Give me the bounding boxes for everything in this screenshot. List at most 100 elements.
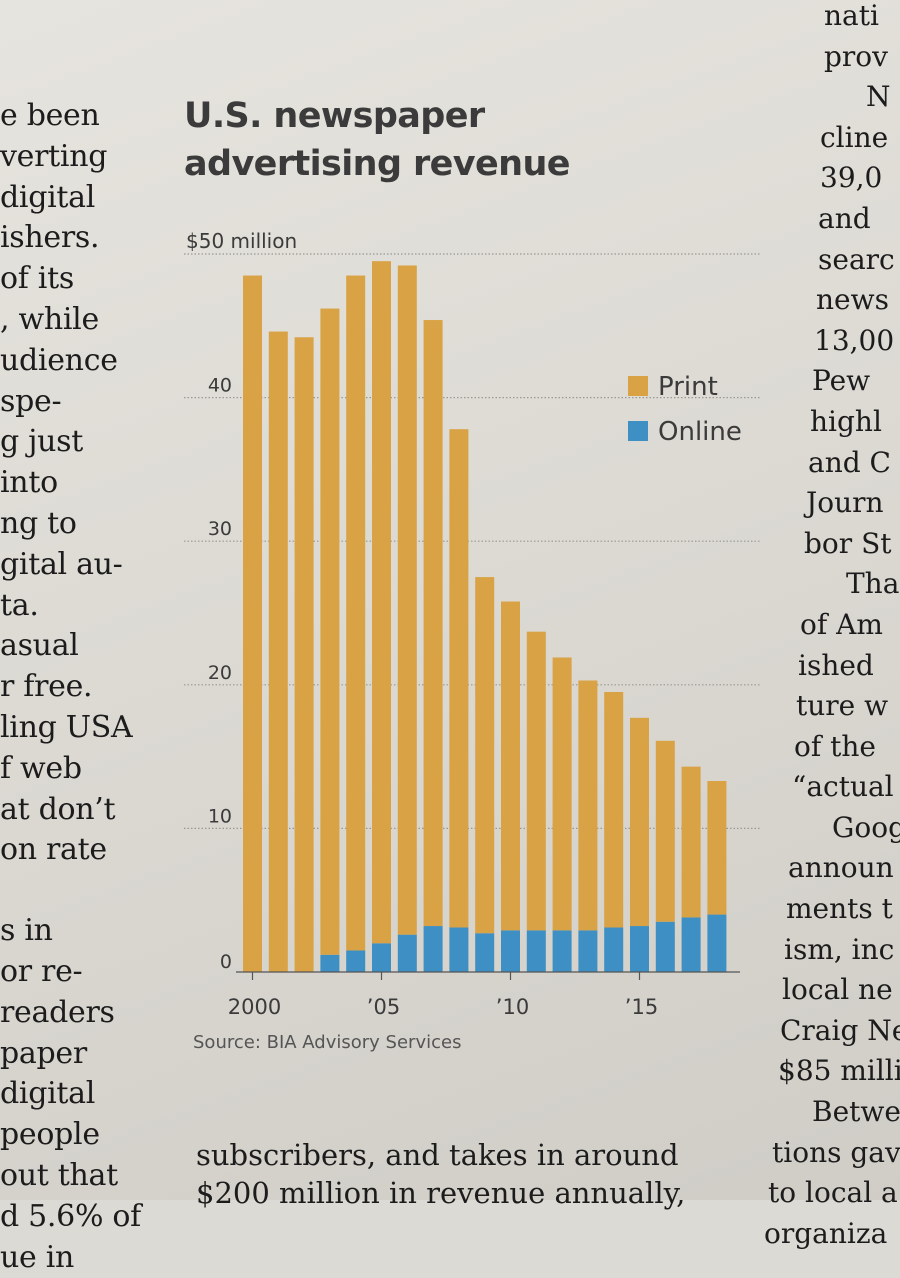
bar-print (449, 429, 469, 928)
article-line: ishers. (0, 220, 100, 256)
x-tick-label: ’10 (496, 995, 529, 1019)
bar-online (681, 917, 701, 972)
article-line: or re- (0, 953, 83, 989)
x-tick-label: 2000 (228, 995, 281, 1019)
y-tick-label: 0 (220, 951, 232, 973)
y-axis-top-label: $50 million (186, 229, 297, 253)
article-line: ments t (786, 892, 893, 926)
article-line: Pew (812, 364, 871, 398)
bar-print (423, 320, 443, 927)
article-line: ng to (0, 505, 77, 541)
y-tick-label: 10 (208, 805, 232, 827)
bar-print (294, 337, 314, 973)
chart-canvas: 0 10 20 30 40 $50 million 2000 ’05 ’10 ’15 Print On… (184, 229, 760, 1019)
bar-print (552, 657, 572, 931)
bar-online (475, 933, 495, 972)
article-line: udience (0, 342, 118, 378)
article-line: announ (788, 851, 894, 885)
article-line: ue in (0, 1239, 75, 1275)
article-line: Craig Ne (780, 1013, 900, 1047)
article-line: paper (0, 1035, 87, 1071)
legend-swatch-online (628, 421, 648, 441)
article-line: out that (0, 1157, 118, 1193)
article-line: bor St (804, 526, 892, 560)
x-tick-label: ’15 (625, 995, 658, 1019)
article-line: ta. (0, 587, 39, 623)
article-line: at don’t (0, 791, 116, 827)
article-line: Betwe (812, 1095, 900, 1129)
y-tick-label: 30 (208, 518, 232, 540)
article-line: r free. (0, 669, 93, 705)
bar-online (397, 934, 417, 972)
article-line: and C (808, 445, 891, 479)
bar-online (372, 943, 391, 972)
article-line: “actual (792, 770, 894, 804)
article-line: d 5.6% of (0, 1198, 141, 1234)
chart-title: U.S. newspaper advertising revenue (184, 96, 571, 184)
article-line: prov (824, 39, 888, 73)
article-line: f web (0, 750, 82, 786)
article-line: spe- (0, 383, 62, 419)
article-line: into (0, 465, 58, 501)
bar-print (268, 331, 288, 972)
article-line: s in (0, 913, 53, 949)
bar-online (501, 930, 520, 972)
article-line: on rate (0, 832, 107, 868)
article-line: verting (0, 138, 108, 174)
bar-online (320, 954, 340, 972)
article-line: of its (0, 261, 74, 297)
article-line: 13,00 (814, 323, 895, 357)
bar-online (707, 914, 727, 972)
article-line: local ne (782, 973, 893, 1007)
article-line: g just (0, 424, 84, 460)
article-line: readers (0, 994, 115, 1030)
article-line: N (866, 80, 891, 114)
bar-online (604, 927, 624, 972)
article-line: Goog (832, 810, 900, 844)
article-line: people (0, 1117, 100, 1153)
legend-label-print: Print (658, 372, 718, 402)
article-line: 39,0 (820, 161, 883, 195)
bar-print (243, 275, 262, 972)
bar-print (501, 601, 520, 931)
article-line: digital (0, 1076, 96, 1112)
x-tick-label: ’05 (367, 995, 400, 1019)
bar-print (372, 261, 391, 944)
bar-online (630, 926, 649, 972)
article-line: ism, inc (784, 932, 895, 966)
bar-online (346, 950, 366, 972)
article-line: organiza (764, 1216, 888, 1250)
article-line: highl (810, 404, 882, 438)
bar-online (526, 930, 546, 972)
article-line: asual (0, 628, 79, 664)
y-tick-label: 20 (208, 662, 232, 684)
article-line: Journ (806, 486, 884, 520)
article-line: and (818, 201, 871, 235)
bar-online (655, 921, 675, 972)
chart-source: Source: BIA Advisory Services (193, 1032, 462, 1053)
article-line: ished (798, 648, 874, 682)
bar-print (578, 680, 598, 931)
y-tick-label: 40 (208, 375, 232, 397)
bar-print (707, 781, 727, 915)
article-line: digital (0, 179, 96, 215)
bar-print (655, 740, 675, 922)
bar-print (346, 275, 366, 951)
bar-print (681, 766, 701, 918)
legend-label-online: Online (658, 417, 742, 447)
bar-online (449, 927, 469, 972)
article-line: Tha (846, 567, 900, 601)
article-line: cline (820, 120, 889, 154)
article-line: searc (818, 242, 895, 276)
article-line: , while (0, 301, 99, 337)
bar-print (320, 308, 340, 955)
article-line: subscribers, and takes in around (196, 1138, 679, 1172)
bar-print (475, 577, 495, 934)
bar-print (526, 631, 546, 931)
bar-print (604, 691, 624, 928)
bar-print (630, 717, 649, 927)
article-line: gital au- (0, 546, 123, 582)
legend-swatch-print (628, 376, 648, 396)
article-line: ling USA (0, 709, 133, 745)
article-line: of Am (800, 607, 883, 641)
